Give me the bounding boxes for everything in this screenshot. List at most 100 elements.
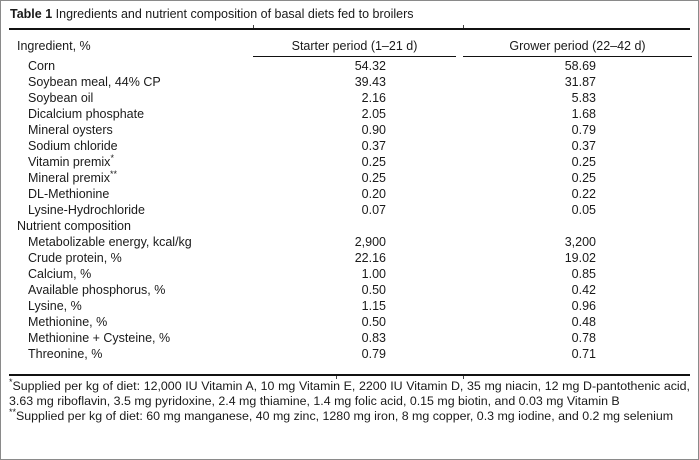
column-gap	[456, 250, 463, 266]
table-row: Soybean oil 2.16 5.83	[9, 90, 690, 106]
column-gap	[456, 346, 463, 362]
starter-value: 0.25	[361, 155, 386, 169]
column-gap	[456, 39, 463, 57]
row-label: Dicalcium phosphate	[28, 107, 145, 121]
row-label: Available phosphorus, %	[28, 283, 166, 297]
table-row: Dicalcium phosphate 2.05 1.68	[9, 106, 690, 122]
footnote-mineral-premix: **Supplied per kg of diet: 60 mg mangane…	[9, 406, 690, 424]
table-row: Lysine, % 1.15 0.96	[9, 298, 690, 314]
column-gap	[456, 154, 463, 170]
table-header-row: Ingredient, % Starter period (1–21 d) Gr…	[9, 36, 692, 57]
grower-value: 0.42	[571, 283, 596, 297]
starter-value: 2,900	[354, 235, 386, 249]
table-row: Methionine, % 0.50 0.48	[9, 314, 690, 330]
starter-value: 0.50	[361, 315, 386, 329]
footnotes: *Supplied per kg of diet: 12,000 IU Vita…	[9, 376, 690, 424]
grower-value: 5.83	[571, 91, 596, 105]
starter-value: 39.43	[354, 75, 386, 89]
row-label: Vitamin premix*	[28, 154, 114, 169]
column-gap	[456, 298, 463, 314]
grower-value: 19.02	[564, 251, 596, 265]
starter-value: 0.37	[361, 139, 386, 153]
row-label: Corn	[28, 59, 56, 73]
row-label: Soybean meal, 44% CP	[28, 75, 161, 89]
table-row: Vitamin premix* 0.25 0.25	[9, 154, 690, 170]
table-row: Threonine, % 0.79 0.71	[9, 346, 690, 362]
row-label: Metabolizable energy, kcal/kg	[28, 235, 192, 249]
table-caption: Table 1 Ingredients and nutrient composi…	[9, 7, 690, 22]
row-label: Methionine + Cysteine, %	[28, 331, 171, 345]
caption-text: Ingredients and nutrient composition of …	[55, 7, 414, 21]
column-gap	[456, 122, 463, 138]
row-label: Calcium, %	[28, 267, 92, 281]
table-row: Lysine-Hydrochloride 0.07 0.05	[9, 202, 690, 218]
column-divider-tick	[463, 25, 464, 28]
grower-value: 0.05	[571, 203, 596, 217]
grower-value: 0.96	[571, 299, 596, 313]
table-row: DL-Methionine 0.20 0.22	[9, 186, 690, 202]
column-gap	[456, 218, 463, 234]
column-gap	[456, 282, 463, 298]
row-label: Mineral oysters	[28, 123, 113, 137]
grower-value: 0.25	[571, 155, 596, 169]
column-gap	[456, 58, 463, 74]
footnote-vitamin-premix: *Supplied per kg of diet: 12,000 IU Vita…	[9, 376, 690, 409]
grower-value: 1.68	[571, 107, 596, 121]
starter-value: 0.07	[361, 203, 386, 217]
footnote-marker: **	[9, 406, 17, 417]
footnote-marker: *	[9, 376, 13, 387]
column-gap	[456, 266, 463, 282]
starter-value: 0.83	[361, 331, 386, 345]
starter-value: 1.00	[361, 267, 386, 281]
grower-value	[463, 218, 692, 234]
table-row: Metabolizable energy, kcal/kg 2,900 3,200	[9, 234, 690, 250]
grower-value: 58.69	[564, 59, 596, 73]
table-row: Methionine + Cysteine, % 0.83 0.78	[9, 330, 690, 346]
row-label: Threonine, %	[28, 347, 103, 361]
grower-value: 0.37	[571, 139, 596, 153]
starter-value: 0.25	[361, 171, 386, 185]
column-gap	[456, 202, 463, 218]
top-rule	[9, 25, 690, 30]
starter-value: 1.15	[361, 299, 386, 313]
table-row: Calcium, % 1.00 0.85	[9, 266, 690, 282]
column-header-starter: Starter period (1–21 d)	[253, 39, 456, 57]
table-body: Corn 54.32 58.69 Soybean meal, 44% CP 39.43 3…	[9, 58, 690, 362]
footnote-marker: *	[110, 154, 114, 163]
table-row: Sodium chloride 0.37 0.37	[9, 138, 690, 154]
column-gap	[456, 90, 463, 106]
column-gap	[456, 330, 463, 346]
column-divider-tick	[463, 376, 464, 379]
row-label: Mineral premix**	[28, 170, 117, 185]
starter-value	[253, 218, 456, 234]
row-label: Lysine-Hydrochloride	[28, 203, 145, 217]
column-gap	[456, 138, 463, 154]
column-gap	[456, 74, 463, 90]
column-gap	[456, 234, 463, 250]
starter-value: 22.16	[354, 251, 386, 265]
row-label: Lysine, %	[28, 299, 82, 313]
starter-value: 0.20	[361, 187, 386, 201]
column-header-ingredient: Ingredient, %	[17, 39, 91, 53]
grower-value: 0.48	[571, 315, 596, 329]
starter-value: 0.50	[361, 283, 386, 297]
row-label: DL-Methionine	[28, 187, 110, 201]
table-row: Mineral premix** 0.25 0.25	[9, 170, 690, 186]
grower-value: 0.25	[571, 171, 596, 185]
column-header-grower: Grower period (22–42 d)	[463, 39, 692, 57]
column-gap	[456, 186, 463, 202]
grower-value: 0.79	[571, 123, 596, 137]
column-gap	[456, 170, 463, 186]
row-label: Methionine, %	[28, 315, 108, 329]
table-row: Mineral oysters 0.90 0.79	[9, 122, 690, 138]
table-row: Corn 54.32 58.69	[9, 58, 690, 74]
column-gap	[456, 314, 463, 330]
bottom-rule	[9, 374, 690, 379]
table-number: Table 1	[10, 7, 53, 21]
column-divider-tick	[336, 376, 337, 379]
row-label: Sodium chloride	[28, 139, 118, 153]
starter-value: 0.90	[361, 123, 386, 137]
row-label: Nutrient composition	[17, 219, 131, 233]
grower-value: 31.87	[564, 75, 596, 89]
